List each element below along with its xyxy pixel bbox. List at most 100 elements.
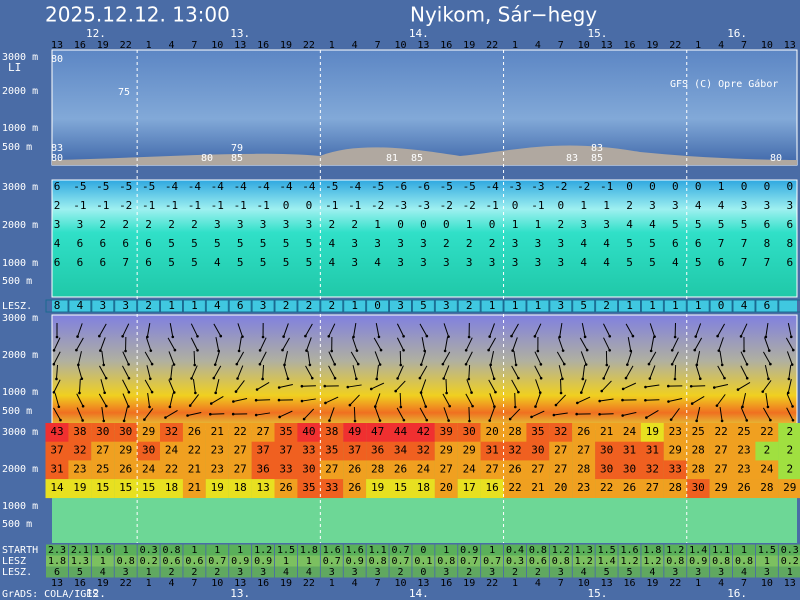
wind-speed: 37	[348, 444, 361, 457]
temperature: 3	[466, 256, 473, 269]
speed-cell	[389, 441, 412, 461]
speed-cell	[480, 423, 504, 442]
lesz-cell	[434, 299, 458, 313]
wind-arrow	[627, 337, 632, 351]
speed-cell	[618, 441, 641, 461]
wind-arrow-head	[171, 335, 175, 339]
wind-speed: 28	[577, 462, 590, 475]
wind-arrow-head	[236, 377, 239, 380]
wind-arrow	[165, 410, 178, 418]
wind-arrow	[307, 350, 311, 366]
temperature: 1	[466, 218, 473, 231]
wind-arrow-head	[667, 400, 670, 403]
lesz-value: 4	[214, 299, 221, 312]
y-label: 1000 m	[2, 123, 38, 134]
row-cell	[733, 544, 755, 556]
wind-arrow-head	[720, 363, 724, 367]
row-value: 0.6	[185, 556, 203, 567]
row-cell	[91, 566, 114, 578]
speed-cell	[618, 423, 641, 442]
temperature: 6	[54, 180, 61, 193]
temperature-panel	[51, 179, 798, 298]
speed-cell	[640, 423, 664, 442]
hour-label: 10	[394, 40, 406, 51]
speed-cell	[503, 441, 527, 461]
day-label: 15.	[588, 587, 608, 600]
wind-arrow-head	[690, 402, 694, 405]
row-value: 4	[741, 567, 747, 578]
wind-arrow	[740, 365, 748, 379]
wind-arrow	[649, 365, 656, 379]
speed-cell	[457, 423, 481, 442]
wind-arrow-head	[98, 334, 101, 338]
wind-arrow-head	[150, 390, 154, 394]
lesz-cell	[114, 299, 138, 313]
wind-arrow-head	[254, 413, 258, 417]
wind-arrow	[444, 337, 448, 351]
speed-cell	[251, 479, 275, 499]
lesz-value: 1	[535, 299, 542, 312]
wind-arrow	[646, 409, 659, 419]
wind-arrow	[668, 397, 683, 403]
hour-label: 10	[211, 578, 223, 589]
row-cell	[664, 544, 687, 556]
lesz-value: 4	[741, 299, 748, 312]
wind-arrow	[349, 394, 360, 406]
hour-label: 19	[280, 40, 292, 51]
temperature: 3	[397, 256, 404, 269]
wind-arrow-head	[739, 335, 743, 338]
lesz-value: 3	[397, 299, 404, 312]
wind-arrow	[420, 393, 427, 407]
wind-arrow-head	[723, 376, 726, 380]
temperature: 4	[328, 237, 335, 250]
speed-cell	[457, 460, 481, 480]
wind-speed: 30	[463, 425, 476, 438]
lesz-cell	[366, 299, 390, 313]
wind-arrow-head	[234, 390, 238, 393]
wind-arrow-head	[487, 348, 490, 352]
wind-arrow	[146, 365, 151, 379]
hour-label: 13	[417, 40, 429, 51]
wind-arrow	[328, 351, 336, 365]
row-cell	[481, 555, 504, 567]
lesz-cell	[595, 299, 619, 313]
lesz-cell	[274, 299, 298, 313]
row-value: 1	[306, 556, 312, 567]
speed-cell	[732, 441, 756, 461]
wind-speed: 15	[142, 481, 155, 494]
wind-arrow	[674, 364, 677, 380]
speed-cell	[572, 460, 596, 480]
wind-speed: 32	[165, 425, 178, 438]
row-cell	[412, 544, 435, 556]
wind-arrow	[670, 408, 680, 420]
lesz-cell	[68, 299, 92, 313]
wind-arrow-head	[742, 349, 746, 353]
row-value: 0.7	[391, 545, 409, 556]
row-cell	[778, 555, 800, 567]
hour-label: 13	[234, 40, 246, 51]
wind-arrow	[283, 323, 289, 337]
y-label: 500 m	[2, 406, 32, 417]
speed-cell	[480, 441, 504, 461]
hour-label: 4	[718, 40, 724, 51]
wind-arrow-head	[59, 418, 62, 422]
temperature: -3	[531, 180, 544, 193]
wind-arrow	[237, 365, 244, 379]
wind-speed: 44	[394, 425, 408, 438]
speed-cell	[114, 423, 138, 442]
temperature: 4	[580, 256, 587, 269]
temperature: 2	[443, 237, 450, 250]
wind-arrow	[98, 393, 107, 407]
temperature: 5	[191, 256, 198, 269]
wind-arrow	[75, 337, 84, 351]
wind-arrow	[601, 380, 612, 392]
temperature: 7	[718, 237, 725, 250]
wind-arrow-head	[196, 348, 199, 352]
row-value: 3	[237, 567, 243, 578]
wind-arrow-head	[789, 335, 793, 339]
speed-cell	[778, 423, 800, 442]
wind-arrow-head	[608, 348, 611, 352]
row-cell	[504, 555, 526, 567]
wind-arrow	[535, 393, 541, 407]
wind-arrow-head	[447, 419, 450, 422]
